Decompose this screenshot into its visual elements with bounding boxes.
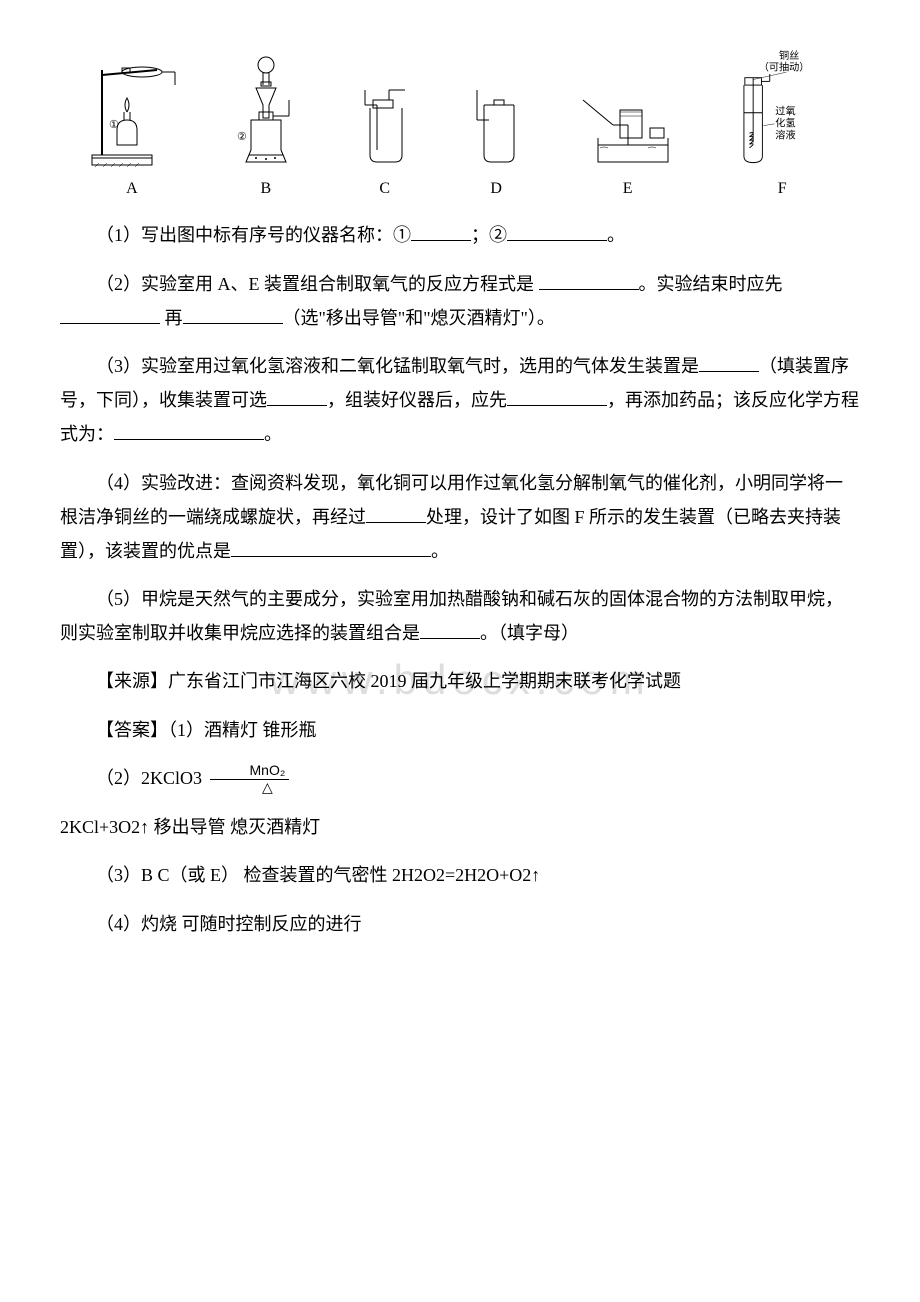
q1-mid: ；② xyxy=(471,225,507,245)
q5-b: 。（填字母） xyxy=(480,623,579,643)
blank-q3-4 xyxy=(114,418,264,441)
label-d: D xyxy=(490,174,502,204)
q2-d: （选"移出导管"和"熄灭酒精灯"）。 xyxy=(283,308,555,328)
blank-q3-2 xyxy=(267,384,327,407)
blank-q1-2 xyxy=(507,219,607,242)
q1-prefix: （1）写出图中标有序号的仪器名称：① xyxy=(96,225,411,245)
question-3: （3）实验室用过氧化氢溶液和二氧化锰制取氧气时，选用的气体发生装置是（填装置序号… xyxy=(60,349,860,452)
question-5: （5）甲烷是天然气的主要成分，实验室用加热醋酸钠和碱石灰的固体混合物的方法制取甲… xyxy=(60,582,860,650)
blank-q3-3 xyxy=(507,384,607,407)
blank-q4-1 xyxy=(366,500,426,523)
blank-q5-1 xyxy=(420,617,480,640)
answer-2a: （2）2KClO3 MnO₂ △ xyxy=(60,761,860,796)
q1-suffix: 。 xyxy=(607,225,625,245)
blank-q2-2 xyxy=(60,301,160,324)
ans2-prefix: （2）2KClO3 xyxy=(96,768,202,788)
label-c: C xyxy=(379,174,390,204)
apparatus-e: E xyxy=(578,50,678,204)
apparatus-b-svg: ② xyxy=(231,50,301,170)
apparatus-a-svg: ① xyxy=(87,50,177,170)
question-4: （4）实验改进：查阅资料发现，氧化铜可以用作过氧化氢分解制氧气的催化剂，小明同学… xyxy=(60,466,860,569)
question-2: （2）实验室用 A、E 装置组合制取氧气的反应方程式是 。实验结束时应先 再 （选… xyxy=(60,267,860,335)
answer-3: （3）B C（或 E） 检查装置的气密性 2H2O2=2H2O+O2↑ xyxy=(60,858,860,892)
apparatus-diagram-row: ① A ② B xyxy=(60,50,860,204)
blank-q2-3 xyxy=(183,301,283,324)
question-1: （1）写出图中标有序号的仪器名称：① ；② 。 xyxy=(60,218,860,252)
apparatus-b: ② B xyxy=(231,50,301,204)
q3-a: （3）实验室用过氧化氢溶液和二氧化锰制取氧气时，选用的气体发生装置是 xyxy=(96,356,699,376)
q3-e: 。 xyxy=(264,424,282,444)
f-annot-top: 铜丝 xyxy=(779,50,799,62)
circled-2: ② xyxy=(237,131,247,143)
circled-1: ① xyxy=(109,119,119,131)
q4-c: 。 xyxy=(431,541,449,561)
frac-bot: △ xyxy=(210,780,290,796)
reaction-condition: MnO₂ △ xyxy=(210,763,290,796)
q2-b: 。实验结束时应先 xyxy=(639,274,783,294)
apparatus-f: 铜丝 （可抽动） 过氧 化氢 溶液 F xyxy=(731,50,833,204)
f-annot-m2: 化氢 xyxy=(776,117,796,130)
q2-a: （2）实验室用 A、E 装置组合制取氧气的反应方程式是 xyxy=(60,267,534,301)
label-f: F xyxy=(778,174,787,204)
frac-top: MnO₂ xyxy=(210,763,290,780)
blank-q1-1 xyxy=(411,219,471,242)
label-a: A xyxy=(126,174,138,204)
f-annot-m3: 溶液 xyxy=(776,129,796,142)
answer-2b: 2KCl+3O2↑ 移出导管 熄灭酒精灯 xyxy=(60,810,860,844)
apparatus-d-svg xyxy=(469,50,524,170)
q2-c: 再 xyxy=(160,308,183,328)
label-b: B xyxy=(261,174,272,204)
blank-q3-1 xyxy=(699,349,759,372)
apparatus-c: C xyxy=(355,50,415,204)
answer-4: （4）灼烧 可随时控制反应的进行 xyxy=(60,907,860,941)
apparatus-e-svg xyxy=(578,50,678,170)
source-line: 【来源】广东省江门市江海区六校 2019 届九年级上学期期末联考化学试题 xyxy=(60,664,860,698)
apparatus-f-svg: 铜丝 （可抽动） 过氧 化氢 溶液 xyxy=(731,50,833,170)
f-annot-top2: （可抽动） xyxy=(759,60,810,73)
label-e: E xyxy=(623,174,633,204)
apparatus-d: D xyxy=(469,50,524,204)
answer-1: 【答案】（1）酒精灯 锥形瓶 xyxy=(60,713,860,747)
q3-c: ，组装好仪器后，应先 xyxy=(327,390,507,410)
blank-q4-2 xyxy=(231,534,431,557)
apparatus-c-svg xyxy=(355,50,415,170)
f-annot-m1: 过氧 xyxy=(776,105,796,118)
blank-q2-1 xyxy=(539,267,639,290)
apparatus-a: ① A xyxy=(87,50,177,204)
